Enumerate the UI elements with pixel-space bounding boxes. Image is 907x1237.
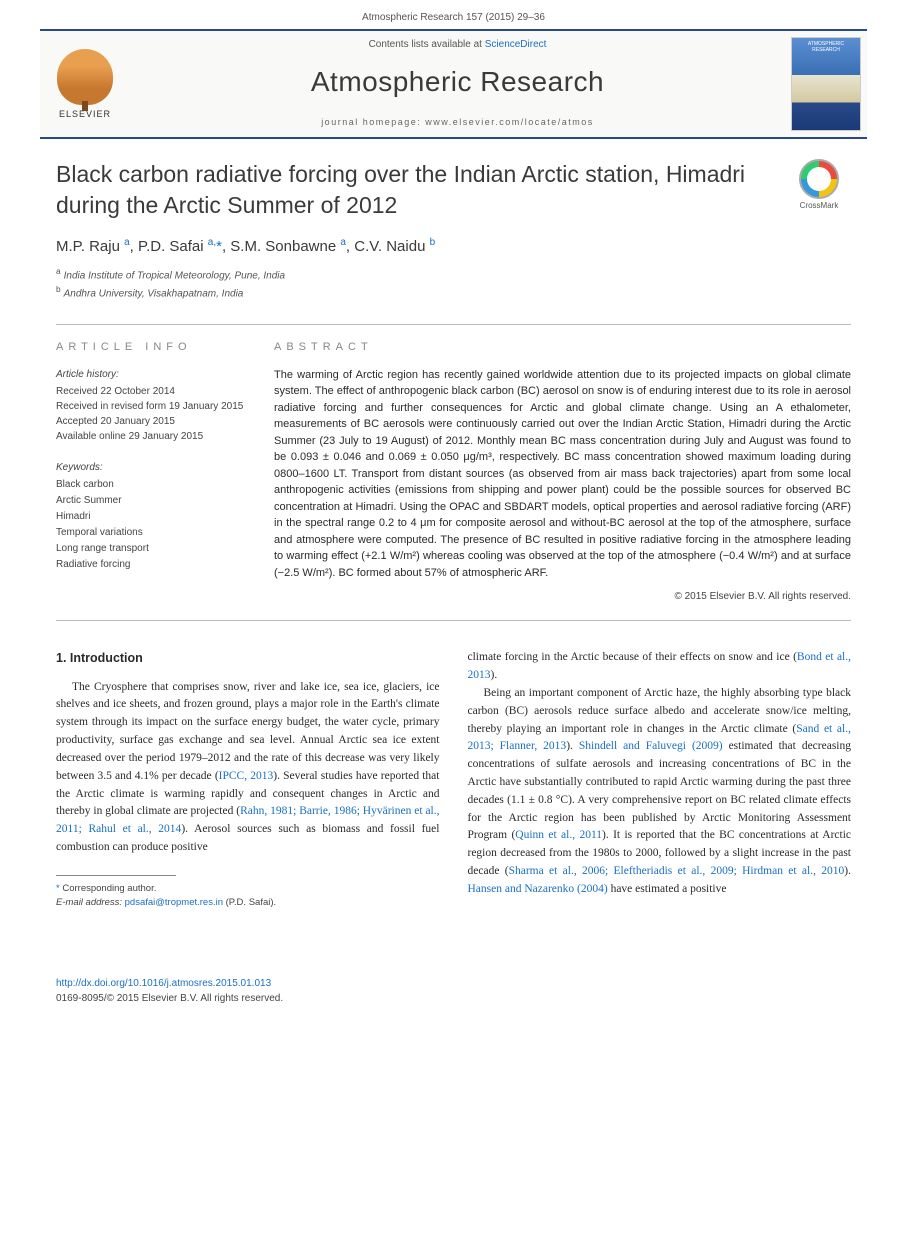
main-content: Black carbon radiative forcing over the … (0, 159, 907, 950)
ref-quinn-2011[interactable]: Quinn et al., 2011 (515, 829, 602, 841)
affiliations: aIndia Institute of Tropical Meteorology… (56, 265, 851, 302)
abstract-column: abstract The warming of Arctic region ha… (274, 341, 851, 603)
crossmark-icon (799, 159, 839, 199)
footnote-rule (56, 875, 176, 876)
citation-text: Atmospheric Research 157 (2015) 29–36 (362, 12, 545, 23)
contents-line: Contents lists available at ScienceDirec… (140, 39, 775, 50)
article-info-column: article info Article history: Received 2… (56, 341, 246, 603)
title-row: Black carbon radiative forcing over the … (56, 159, 851, 221)
history-label: Article history: (56, 367, 246, 382)
journal-title: Atmospheric Research (140, 66, 775, 98)
info-abstract-row: article info Article history: Received 2… (56, 324, 851, 622)
sciencedirect-link[interactable]: ScienceDirect (485, 39, 547, 50)
section-1-heading: 1. Introduction (56, 649, 440, 668)
homepage-url: www.elsevier.com/locate/atmos (425, 117, 594, 127)
banner-cover (785, 31, 867, 137)
intro-para-1: The Cryosphere that comprises snow, rive… (56, 679, 440, 857)
elsevier-tree-icon (57, 49, 113, 105)
contents-prefix: Contents lists available at (369, 39, 485, 50)
ref-sharma-etc[interactable]: Sharma et al., 2006; Eleftheriadis et al… (509, 865, 845, 877)
running-head: Atmospheric Research 157 (2015) 29–36 (0, 0, 907, 29)
footnotes: * Corresponding author. E-mail address: … (56, 882, 440, 911)
corresponding-author: * Corresponding author. (56, 882, 440, 896)
publisher-logo-block: ELSEVIER (40, 31, 130, 137)
article-history: Article history: Received 22 October 201… (56, 367, 246, 444)
doi-link[interactable]: http://dx.doi.org/10.1016/j.atmosres.201… (56, 978, 271, 989)
ref-ipcc-2013[interactable]: IPCC, 2013 (219, 770, 274, 782)
page-footer: http://dx.doi.org/10.1016/j.atmosres.201… (56, 976, 851, 1006)
intro-para-1-cont: climate forcing in the Arctic because of… (468, 649, 852, 685)
keywords-block: Keywords: Black carbonArctic SummerHimad… (56, 460, 246, 573)
author-list: M.P. Raju a, P.D. Safai a,*, S.M. Sonbaw… (56, 237, 851, 255)
email-line: E-mail address: pdsafai@tropmet.res.in (… (56, 896, 440, 910)
crossmark-label: CrossMark (800, 201, 839, 210)
body-col-left: 1. Introduction The Cryosphere that comp… (56, 649, 440, 910)
abstract-heading: abstract (274, 341, 851, 353)
crossmark-widget[interactable]: CrossMark (787, 159, 851, 210)
keywords-list: Black carbonArctic SummerHimadriTemporal… (56, 477, 246, 573)
homepage-line: journal homepage: www.elsevier.com/locat… (140, 117, 775, 127)
keywords-label: Keywords: (56, 460, 246, 475)
ref-hansen-2004[interactable]: Hansen and Nazarenko (2004) (468, 883, 608, 895)
banner-center: Contents lists available at ScienceDirec… (130, 31, 785, 137)
body-columns: 1. Introduction The Cryosphere that comp… (56, 649, 851, 910)
homepage-prefix: journal homepage: (321, 117, 425, 127)
author-email[interactable]: pdsafai@tropmet.res.in (125, 897, 223, 908)
article-title: Black carbon radiative forcing over the … (56, 159, 767, 221)
body-col-right: climate forcing in the Arctic because of… (468, 649, 852, 910)
journal-banner: ELSEVIER Contents lists available at Sci… (40, 29, 867, 139)
intro-para-2: Being an important component of Arctic h… (468, 685, 852, 899)
abstract-text: The warming of Arctic region has recentl… (274, 367, 851, 582)
ref-shindell-2009[interactable]: Shindell and Faluvegi (2009) (579, 740, 723, 752)
article-info-heading: article info (56, 341, 246, 353)
journal-cover-thumb (791, 37, 861, 131)
abstract-copyright: © 2015 Elsevier B.V. All rights reserved… (274, 591, 851, 602)
history-lines: Received 22 October 2014Received in revi… (56, 384, 246, 444)
issn-copyright: 0169-8095/© 2015 Elsevier B.V. All right… (56, 993, 283, 1004)
